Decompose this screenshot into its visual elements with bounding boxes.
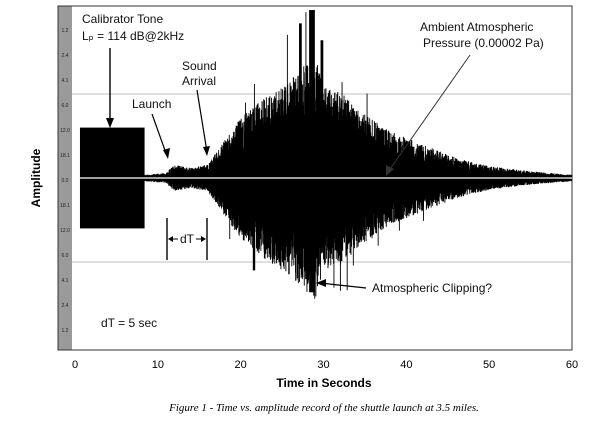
y-tick-label: 4.1 [62, 278, 69, 284]
clipping-arrowhead [316, 279, 326, 287]
launch-label: Launch [132, 97, 171, 111]
x-tick-label: 40 [400, 359, 412, 371]
clipping-label: Atmospheric Clipping? [372, 281, 492, 295]
sound-arrival-arrowhead [203, 146, 210, 156]
x-tick-label: 60 [566, 359, 578, 371]
y-tick-label: 18.1 [60, 153, 70, 159]
y-axis-label: Amplitude [29, 148, 43, 207]
sound-arrival-arrow [196, 89, 208, 153]
x-tick-label: 10 [152, 359, 164, 371]
y-tick-label: 0.0 [62, 178, 69, 184]
x-tick-label: 0 [72, 359, 78, 371]
sound-arrival-label-2: Arrival [182, 74, 216, 88]
y-tick-label: 2.4 [62, 53, 69, 59]
y-tick-label: 1.2 [62, 28, 69, 34]
dt-arrowhead-right [201, 236, 206, 242]
dt-marker-label: dT [180, 232, 195, 246]
calibrator-label: Calibrator Tone [82, 12, 163, 26]
figure-caption: Figure 1 - Time vs. amplitude record of … [168, 402, 479, 414]
y-tick-label: 2.4 [62, 303, 69, 309]
ambient-label-2: Pressure (0.00002 Pa) [423, 36, 544, 50]
y-axis-strip [58, 6, 72, 350]
ambient-arrow [387, 54, 471, 173]
y-tick-label: 12.0 [60, 228, 70, 234]
y-tick-label: 1.2 [62, 328, 69, 334]
sound-arrival-label: Sound [182, 59, 217, 73]
y-tick-label: 6.0 [62, 103, 69, 109]
x-tick-label: 30 [317, 359, 329, 371]
y-tick-labels: 1.2 2.4 4.1 6.0 12.0 18.1 0.0 18.1 12.0 6.0 4.1 2.4… [60, 28, 70, 334]
launch-arrow [151, 113, 168, 157]
ambient-arrowhead [386, 165, 394, 176]
dt-arrowhead-left [168, 236, 173, 242]
signal-waveform [79, 10, 573, 299]
calibrator-level-label: Lₚ = 114 dB@2kHz [82, 29, 184, 43]
x-tick-label: 50 [483, 359, 495, 371]
x-tick-label: 20 [235, 359, 247, 371]
x-tick-labels: 0 10 20 30 40 50 60 [72, 359, 578, 371]
ambient-label: Ambient Atmospheric [420, 20, 533, 34]
dt-value-label: dT = 5 sec [101, 316, 157, 330]
x-axis-label: Time in Seconds [276, 376, 371, 390]
y-tick-label: 6.0 [62, 253, 69, 259]
clipping-arrow [319, 282, 367, 289]
y-tick-label: 18.1 [60, 203, 70, 209]
y-tick-label: 4.1 [62, 78, 69, 84]
launch-arrowhead [163, 148, 170, 159]
y-tick-label: 12.0 [60, 128, 70, 134]
calibrator-arrowhead [106, 118, 114, 128]
